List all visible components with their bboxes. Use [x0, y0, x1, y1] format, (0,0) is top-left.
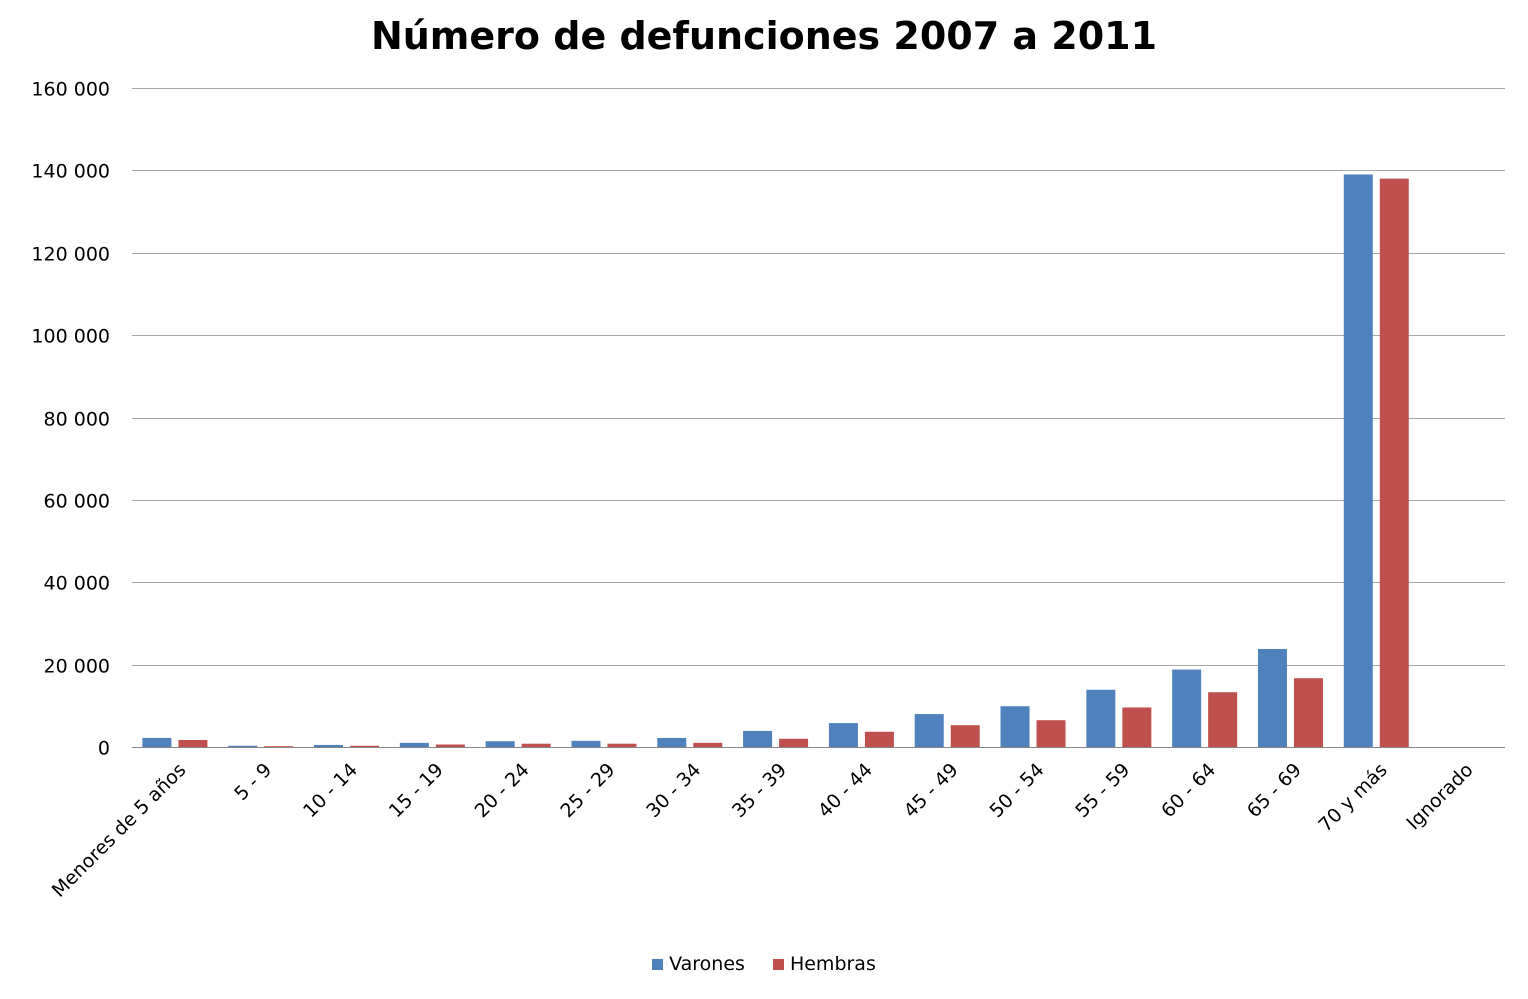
x-axis-tick-labels: Menores de 5 años 5 - 9 10 - 14 15 - 19 20 -… [48, 759, 1478, 902]
legend-label-varones: Varones [669, 953, 745, 975]
legend-swatch-hembras [772, 958, 784, 970]
x-tick-label: 15 - 19 [385, 759, 448, 822]
bar-varones [314, 744, 344, 747]
bar-varones [485, 741, 515, 747]
bar-varones [399, 742, 429, 747]
x-tick-label: 30 - 34 [642, 759, 705, 822]
x-tick-label: 70 y más [1314, 759, 1391, 836]
legend: Varones Hembras [0, 953, 1528, 975]
bar-varones [914, 714, 944, 747]
bar-varones [1343, 174, 1373, 747]
bar-varones [743, 730, 773, 747]
bar-hembras [1122, 707, 1152, 747]
bar-hembras [1036, 720, 1066, 747]
x-tick-label: 60 - 64 [1157, 759, 1220, 822]
y-tick-label: 20 000 [44, 656, 110, 678]
y-tick-label: 60 000 [44, 491, 110, 513]
legend-label-hembras: Hembras [789, 953, 876, 975]
chart-title: Número de defunciones 2007 a 2011 [370, 14, 1158, 58]
y-tick-label: 140 000 [31, 161, 110, 183]
bar-hembras [1293, 678, 1323, 747]
y-tick-label: 0 [98, 738, 110, 760]
bar-varones [142, 737, 172, 747]
x-tick-label: 5 - 9 [230, 759, 276, 805]
bar-hembras [178, 739, 208, 747]
x-tick-label: 50 - 54 [985, 759, 1048, 822]
x-tick-label: Ignorado [1402, 759, 1477, 834]
bar-hembras [435, 744, 465, 747]
gridlines [132, 88, 1505, 666]
y-axis-tick-labels: 0 20 000 40 000 60 000 80 000 100 000 120 000 1… [31, 79, 110, 760]
bar-varones [657, 737, 687, 747]
x-tick-label: 25 - 29 [556, 759, 619, 822]
y-tick-label: 100 000 [31, 326, 110, 348]
legend-item-hembras: Hembras [772, 953, 876, 975]
x-tick-label: 35 - 39 [728, 759, 791, 822]
y-tick-label: 80 000 [44, 409, 110, 431]
bar-varones [1172, 669, 1202, 747]
x-tick-label: 40 - 44 [814, 759, 877, 822]
bar-hembras [864, 731, 894, 747]
x-tick-label: 10 - 14 [299, 759, 362, 822]
x-tick-label: 65 - 69 [1243, 759, 1306, 822]
legend-swatch-varones [652, 958, 664, 970]
y-tick-label: 120 000 [31, 244, 110, 266]
bar-hembras [950, 725, 980, 747]
bar-varones [1000, 706, 1030, 747]
bar-hembras [779, 738, 809, 747]
bar-hembras [521, 743, 551, 747]
bar-hembras [607, 743, 637, 747]
bar-hembras [1379, 178, 1409, 748]
x-tick-label: 45 - 49 [900, 759, 963, 822]
bar-hembras [693, 742, 723, 747]
x-tick-label: 55 - 59 [1071, 759, 1134, 822]
bars [142, 174, 1409, 748]
legend-item-varones: Varones [652, 953, 745, 975]
bar-hembras [264, 746, 294, 747]
bar-hembras [350, 745, 380, 747]
y-tick-label: 160 000 [31, 79, 110, 101]
bar-varones [828, 723, 858, 747]
bar-varones [1086, 689, 1116, 747]
y-tick-label: 40 000 [44, 573, 110, 595]
x-tick-label: Menores de 5 años [48, 759, 191, 902]
bar-varones [1257, 648, 1287, 747]
x-tick-label: 20 - 24 [471, 759, 534, 822]
bar-hembras [1208, 692, 1238, 747]
bar-varones [571, 740, 601, 747]
bar-varones [228, 745, 258, 747]
